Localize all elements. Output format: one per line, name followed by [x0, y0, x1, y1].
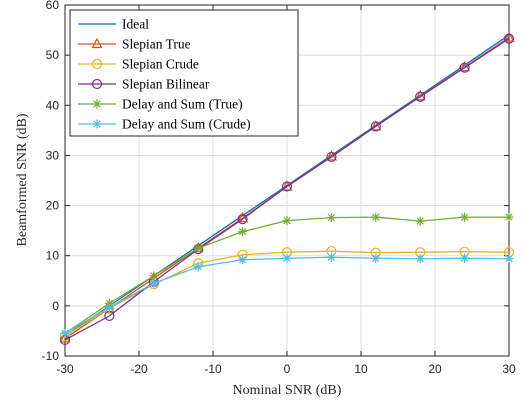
legend: Ideal Slepian True Slepian Crude Slepian Bi…: [69, 9, 299, 137]
data-point: [503, 33, 515, 44]
data-point: [415, 91, 426, 102]
legend-item: Slepian Crude: [78, 57, 199, 72]
legend-item: Delay and Sum (Crude): [78, 117, 251, 132]
legend-item: Slepian True: [78, 37, 191, 52]
data-point: [370, 121, 381, 132]
y-axis-label: Beamformed SNR (dB): [15, 113, 30, 246]
legend-label: Delay and Sum (Crude): [122, 117, 251, 132]
legend-marker: [91, 37, 103, 49]
legend-item: Delay and Sum (True): [78, 97, 243, 112]
data-point: [459, 62, 470, 73]
data-point: [60, 328, 70, 338]
x-tick-label: 10: [354, 362, 368, 376]
data-point: [237, 214, 248, 225]
y-tick-label: 30: [46, 148, 60, 162]
data-point: [371, 253, 381, 263]
data-point: [371, 212, 381, 222]
data-point: [415, 216, 425, 226]
legend-label: Slepian Crude: [122, 57, 199, 72]
data-point: [460, 212, 470, 222]
data-point: [503, 31, 515, 42]
data-point: [193, 243, 203, 253]
legend-marker: [91, 78, 103, 90]
x-tick-label: 0: [284, 362, 291, 376]
series-line: [64, 38, 510, 341]
series-line: [64, 250, 510, 337]
y-tick-label: 20: [46, 199, 60, 213]
legend-label: Ideal: [122, 17, 149, 32]
data-point: [326, 151, 337, 163]
series-0: [64, 34, 510, 337]
x-tick-label: 30: [502, 362, 516, 376]
series-line: [64, 34, 510, 337]
data-point: [504, 254, 514, 264]
data-point: [460, 253, 470, 263]
data-point: [504, 212, 514, 222]
data-point: [238, 255, 248, 265]
x-tick-label: -20: [130, 362, 148, 376]
data-point: [282, 253, 292, 263]
data-series: [59, 31, 515, 346]
data-point: [415, 254, 425, 264]
tick-labels: -30 -20 -10 0 10 20 30 -10 0 10 20 30 40 50 60: [42, 0, 516, 376]
data-point: [193, 262, 203, 272]
x-tick-label: 20: [428, 362, 442, 376]
y-tick-label: 60: [46, 0, 60, 12]
data-point: [149, 271, 159, 281]
y-tick-label: 50: [46, 48, 60, 62]
y-tick-label: -10: [42, 349, 60, 363]
legend-item: Slepian Bilinear: [78, 77, 210, 92]
data-point: [326, 213, 336, 223]
data-point: [149, 278, 159, 288]
x-tick-label: -30: [56, 362, 74, 376]
legend-label: Slepian Bilinear: [122, 77, 210, 92]
y-tick-label: 0: [52, 299, 59, 313]
data-point: [59, 332, 71, 343]
legend-marker: [92, 99, 102, 109]
data-point: [238, 227, 248, 237]
series-5: [60, 252, 514, 338]
x-tick-label: -10: [204, 362, 222, 376]
y-tick-label: 10: [46, 249, 60, 263]
data-point: [326, 252, 336, 262]
data-point: [281, 181, 293, 192]
legend-label: Delay and Sum (True): [122, 97, 243, 112]
legend-marker: [91, 58, 103, 70]
data-point: [104, 302, 114, 312]
data-point: [282, 216, 292, 226]
legend-label: Slepian True: [122, 37, 191, 52]
x-axis-label: Nominal SNR (dB): [233, 383, 342, 398]
y-tick-label: 40: [46, 98, 60, 112]
legend-marker: [92, 119, 102, 129]
legend-item: Ideal: [78, 17, 149, 32]
legend-box: [69, 9, 299, 137]
